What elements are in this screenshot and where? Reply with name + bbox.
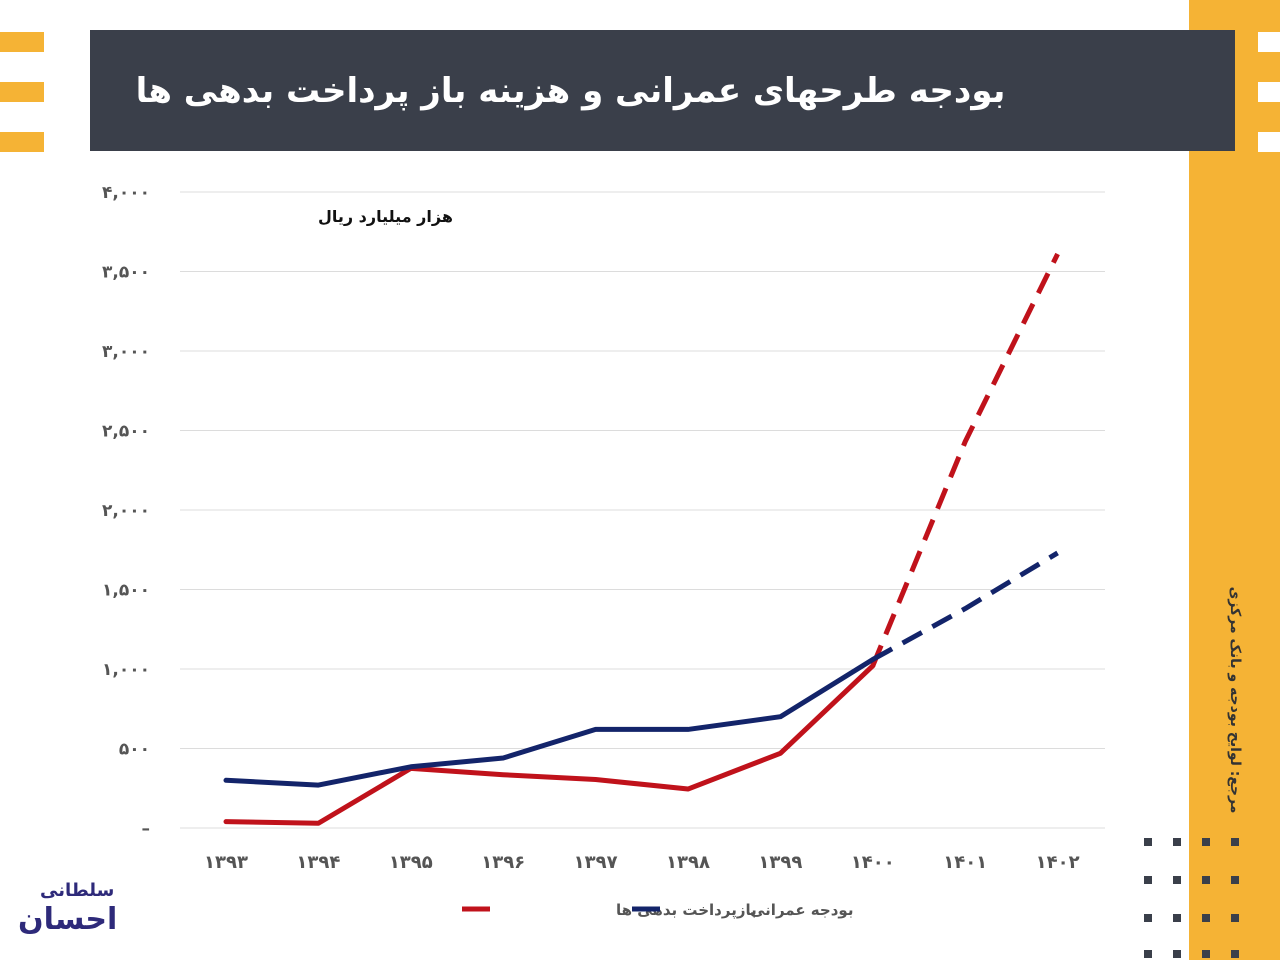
left-stripe-3 bbox=[0, 132, 44, 152]
right-stripe-3 bbox=[1258, 132, 1280, 152]
series-line-projected-0 bbox=[870, 252, 1060, 667]
x-tick-label: ۱۳۹۶ bbox=[481, 852, 525, 873]
legend: بازپرداخت بدهی ها بودجه عمرانی bbox=[462, 901, 853, 920]
x-tick-label: ۱۳۹۳ bbox=[204, 852, 248, 873]
dot-pattern bbox=[1140, 836, 1240, 960]
y-tick-label: – bbox=[142, 819, 151, 839]
decorative-dot bbox=[1202, 914, 1210, 922]
chart-title: بودجه طرحهای عمرانی و هزینه باز پرداخت ب… bbox=[135, 70, 1006, 111]
y-axis-ticks: – ۵۰۰ ۱,۰۰۰ ۱,۵۰۰ ۲,۰۰۰ ۲,۵۰۰ ۳,۰۰۰ ۳,۵۰۰ ۴,۰۰۰ bbox=[102, 183, 150, 839]
grid-lines bbox=[180, 191, 1105, 829]
decorative-dot bbox=[1231, 950, 1239, 958]
decorative-dot bbox=[1231, 914, 1239, 922]
y-tick-label: ۲,۵۰۰ bbox=[102, 422, 150, 442]
series-line-solid-0 bbox=[223, 663, 876, 826]
x-tick-label: ۱۳۹۹ bbox=[758, 852, 802, 873]
x-tick-label: ۱۴۰۲ bbox=[1036, 852, 1080, 873]
decorative-dot bbox=[1202, 838, 1210, 846]
x-tick-label: ۱۳۹۷ bbox=[574, 852, 618, 873]
y-tick-label: ۲,۰۰۰ bbox=[102, 501, 150, 521]
series-lines bbox=[223, 252, 1060, 826]
series-line-projected-1 bbox=[871, 550, 1059, 662]
decorative-dot bbox=[1231, 838, 1239, 846]
x-axis-ticks: ۱۳۹۳ ۱۳۹۴ ۱۳۹۵ ۱۳۹۶ ۱۳۹۷ ۱۳۹۸ ۱۳۹۹ ۱۴۰۰ ۱۴۰۱ ۱۴۰۲ bbox=[204, 852, 1080, 873]
y-tick-label: ۱,۰۰۰ bbox=[102, 660, 150, 680]
y-axis-label: هزار میلیارد ریال bbox=[318, 207, 453, 226]
series-line-solid-1 bbox=[223, 656, 876, 788]
decorative-dot bbox=[1144, 950, 1152, 958]
author-logo: سلطانی احسان bbox=[10, 880, 117, 950]
right-stripe-2 bbox=[1258, 82, 1280, 102]
right-accent-bar bbox=[1189, 0, 1280, 960]
x-tick-label: ۱۳۹۵ bbox=[389, 852, 433, 873]
x-tick-label: ۱۴۰۱ bbox=[943, 852, 987, 873]
y-tick-label: ۴,۰۰۰ bbox=[102, 183, 150, 203]
x-tick-label: ۱۴۰۰ bbox=[851, 852, 895, 873]
decorative-dot bbox=[1173, 876, 1181, 884]
x-tick-label: ۱۳۹۴ bbox=[296, 852, 340, 873]
x-tick-label: ۱۳۹۸ bbox=[666, 852, 710, 873]
line-chart: –۵۰۰۱,۰۰۰۱,۵۰۰۲,۰۰۰۲,۵۰۰۳,۰۰۰۳,۵۰۰۴,۰۰۰ … bbox=[102, 183, 1105, 920]
decorative-dot bbox=[1144, 876, 1152, 884]
logo-line-2: احسان bbox=[18, 902, 118, 937]
decorative-dot bbox=[1173, 914, 1181, 922]
decorative-dot bbox=[1173, 950, 1181, 958]
title-bar: بودجه طرحهای عمرانی و هزینه باز پرداخت ب… bbox=[90, 30, 1235, 151]
y-tick-label: ۵۰۰ bbox=[119, 740, 150, 760]
logo-line-1: سلطانی bbox=[40, 880, 115, 901]
legend-label-civil: بودجه عمرانی bbox=[750, 901, 853, 919]
y-tick-label: ۳,۰۰۰ bbox=[102, 342, 150, 362]
decorative-dot bbox=[1144, 914, 1152, 922]
source-note: مرجع: لوایح بودجه و بانک مرکزی bbox=[1227, 586, 1243, 814]
decorative-dot bbox=[1173, 838, 1181, 846]
y-tick-label: ۳,۵۰۰ bbox=[102, 263, 150, 283]
decorative-dot bbox=[1202, 876, 1210, 884]
decorative-dot bbox=[1202, 950, 1210, 958]
left-stripe-1 bbox=[0, 32, 44, 52]
y-tick-label: ۱,۵۰۰ bbox=[102, 581, 150, 601]
left-stripe-2 bbox=[0, 82, 44, 102]
decorative-dot bbox=[1231, 876, 1239, 884]
decorative-dot bbox=[1144, 838, 1152, 846]
legend-label-debt: بازپرداخت بدهی ها bbox=[616, 901, 757, 920]
right-stripe-1 bbox=[1258, 32, 1280, 52]
